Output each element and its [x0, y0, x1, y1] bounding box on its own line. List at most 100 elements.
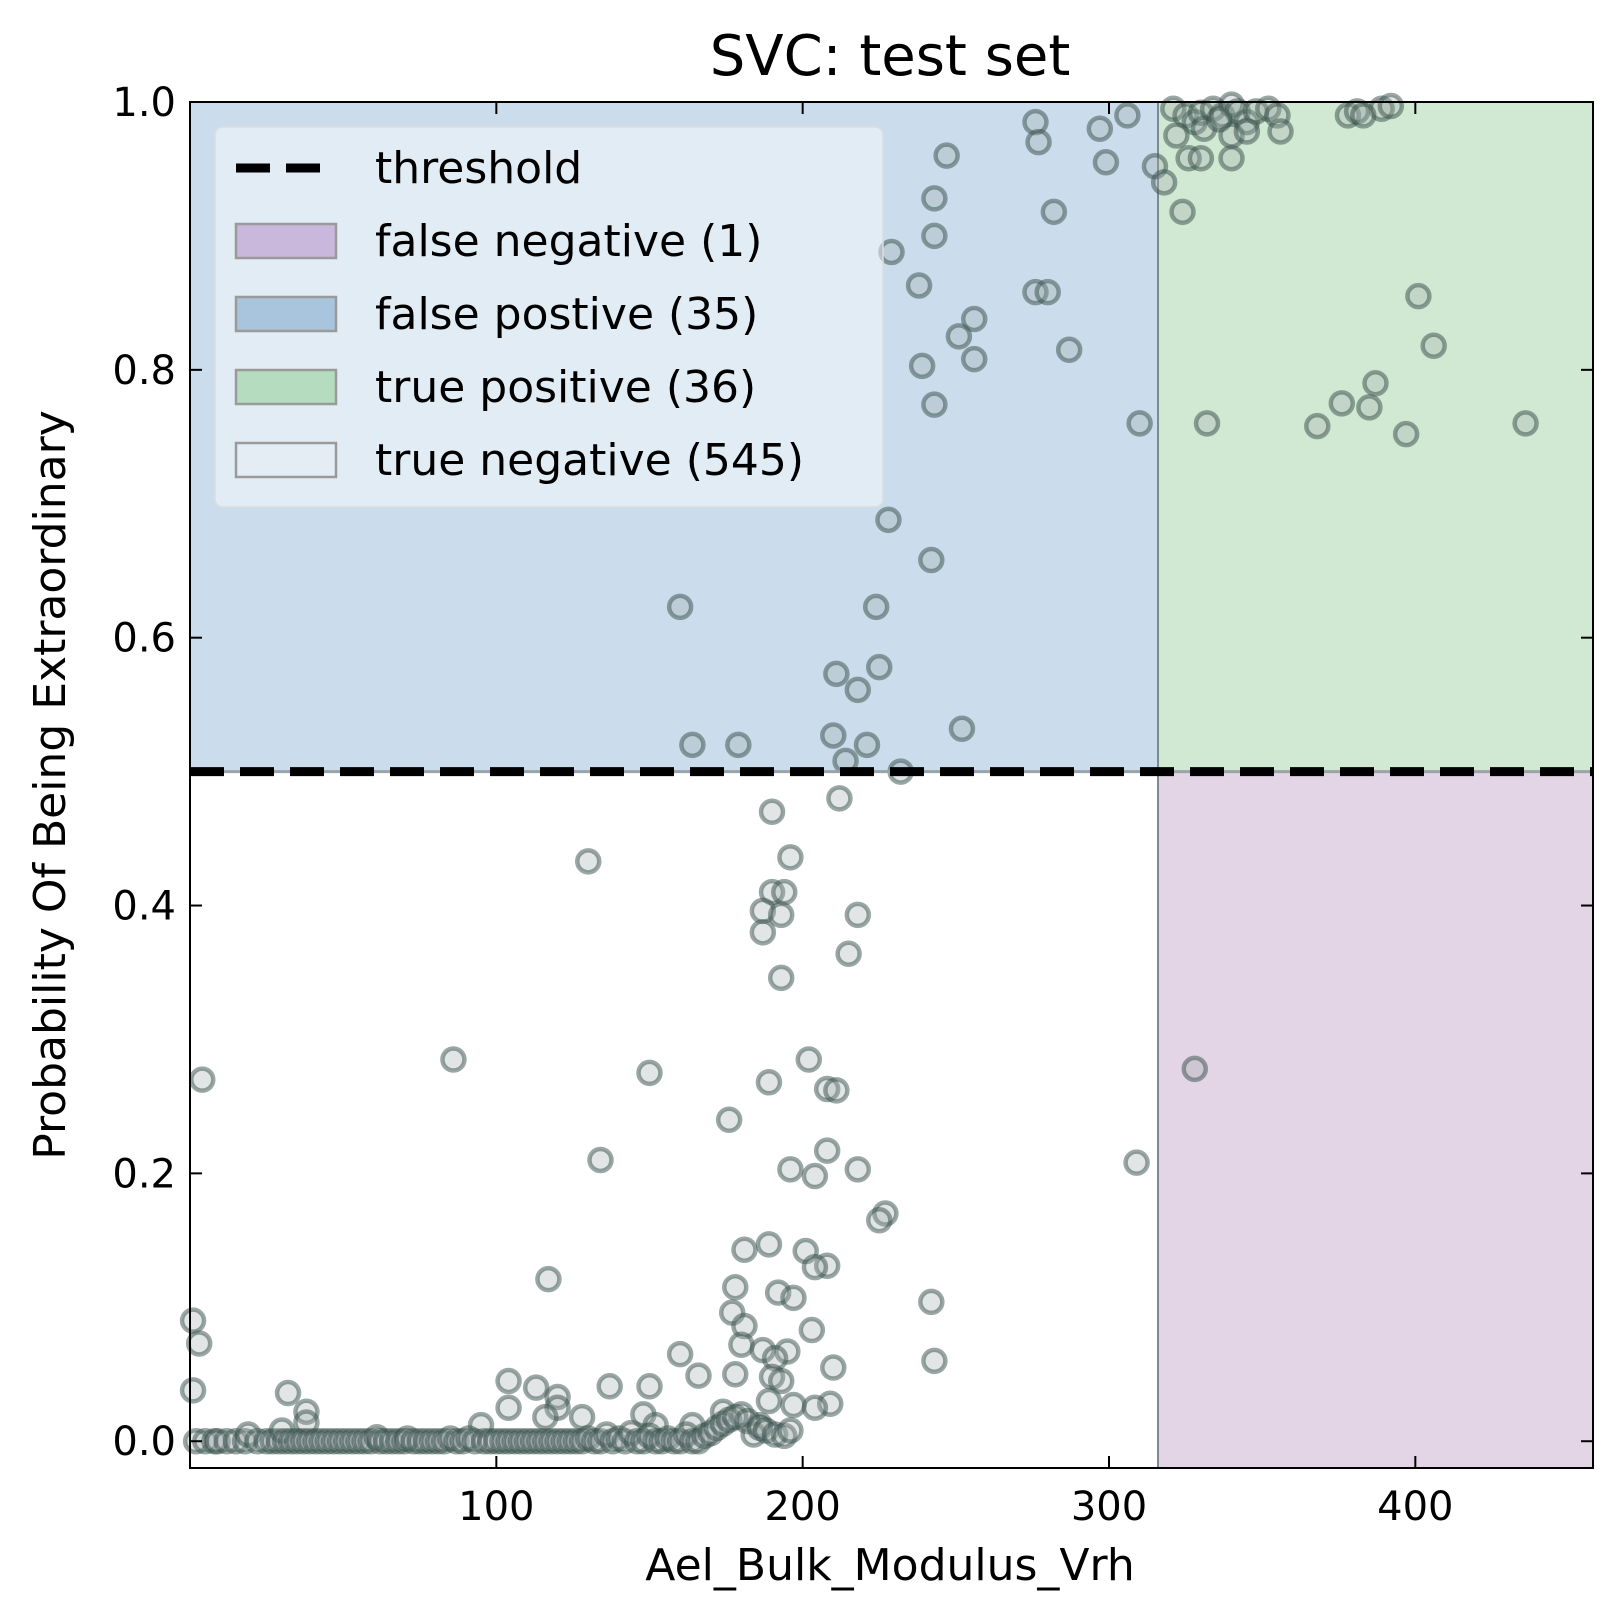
scatter-point: [844, 1156, 872, 1183]
scatter-point: [587, 1146, 614, 1174]
scatter-point: [715, 1106, 743, 1134]
scatter-point: [755, 1069, 783, 1096]
x-tick-label: 400: [1377, 1484, 1453, 1530]
legend-box: [214, 126, 884, 508]
scatter-point: [862, 593, 890, 621]
scatter-point: [1362, 369, 1389, 397]
y-tick-label: 0.4: [112, 884, 176, 930]
scatter-point: [780, 1391, 807, 1419]
scatter-point: [905, 272, 933, 299]
scatter-point: [728, 1331, 755, 1359]
scatter-point: [495, 1394, 522, 1421]
y-tick-label: 1.0: [112, 80, 176, 126]
scatter-point: [440, 1046, 467, 1073]
scatter-point: [826, 785, 853, 812]
y-axis-label: Probability Of Being Extraordinary: [25, 410, 76, 1159]
scatter-point: [1025, 128, 1052, 156]
scatter-point: [725, 731, 752, 759]
scatter-point: [731, 1312, 758, 1340]
legend-label: false postive (35): [375, 289, 758, 340]
scatter-point: [568, 1403, 596, 1431]
scatter-point: [185, 1330, 213, 1357]
region-layer: [190, 102, 1593, 1468]
scatter-point: [777, 1417, 804, 1444]
x-axis-label: Ael_Bulk_Modulus_Vrh: [645, 1540, 1134, 1591]
scatter-point: [685, 1362, 712, 1389]
scatter-point: [666, 1340, 694, 1368]
scatter-point: [801, 1162, 829, 1190]
scatter-point: [960, 305, 988, 333]
scatter-point: [865, 1206, 893, 1234]
legend-swatch: [234, 368, 338, 406]
scatter-point: [758, 798, 786, 826]
scatter-point: [767, 964, 795, 992]
scatter-point: [820, 1354, 847, 1381]
scatter-point: [1193, 410, 1221, 437]
scatter-point: [918, 1288, 945, 1316]
scatter-point: [274, 1379, 302, 1407]
scatter-point: [835, 940, 862, 967]
scatter-point: [522, 1374, 550, 1401]
scatter-point: [908, 352, 936, 380]
legend-label: true negative (545): [375, 435, 804, 486]
false-negative-region: [1158, 771, 1593, 1468]
scatter-point: [636, 1059, 663, 1087]
scatter-point: [921, 185, 948, 212]
scatter-point: [189, 1066, 216, 1093]
scatter-point: [1187, 144, 1215, 172]
scatter-point: [820, 722, 847, 749]
scatter-point: [801, 1394, 829, 1421]
true-positive-region: [1158, 102, 1593, 772]
scatter-point: [921, 222, 948, 250]
scatter-point: [755, 1387, 783, 1415]
scatter-point: [1123, 1149, 1150, 1176]
scatter-point: [749, 919, 777, 946]
scatter-point: [1114, 102, 1141, 129]
scatter-point: [771, 878, 798, 906]
scatter-point: [1055, 336, 1083, 364]
scatter-point: [933, 142, 960, 169]
scatter-point: [574, 848, 602, 875]
scatter-point: [1206, 106, 1233, 133]
scatter-point: [798, 1316, 826, 1344]
scatter-point: [1092, 149, 1120, 176]
scatter-points: [179, 91, 1539, 1455]
scatter-point: [722, 1273, 749, 1301]
scatter-point: [801, 1253, 829, 1281]
y-tick-label: 0.8: [112, 348, 176, 394]
scatter-point: [179, 1307, 207, 1334]
scatter-point: [813, 1137, 841, 1164]
scatter-point: [1233, 118, 1261, 145]
legend-swatch: [234, 295, 338, 333]
axis-ticks: 100 200 300 400 0.0 0.2 0.4 0.6 0.8 1.0: [112, 80, 1593, 1530]
scatter-point: [921, 391, 948, 418]
scatter-point: [844, 901, 872, 929]
x-tick-label: 100: [458, 1484, 534, 1530]
legend: threshold false negative (1) false postive…: [214, 126, 884, 508]
scatter-point: [596, 1373, 623, 1400]
scatter-point: [1163, 122, 1190, 149]
scatter-point: [532, 1403, 559, 1431]
legend-label: false negative (1): [375, 216, 762, 267]
scatter-point: [767, 1367, 795, 1395]
plot-frame: [189, 101, 1594, 1469]
scatter-point: [679, 731, 706, 759]
scatter-point: [722, 1361, 749, 1388]
scatter-point: [1034, 278, 1061, 306]
scatter-point: [1086, 115, 1114, 143]
scatter-point: [1304, 412, 1331, 440]
scatter-point: [1405, 282, 1432, 310]
legend-label: threshold: [375, 143, 582, 194]
scatter-point: [823, 1077, 850, 1104]
false-positive-region: [190, 102, 1159, 772]
y-tick-label: 0.2: [112, 1151, 176, 1197]
x-tick-label: 200: [764, 1484, 840, 1530]
scatter-point: [777, 844, 804, 871]
scatter-point: [1169, 198, 1196, 226]
scatter-point: [878, 238, 905, 266]
scatter-point: [777, 1156, 804, 1183]
scatter-point: [948, 715, 976, 743]
scatter-point: [853, 731, 881, 759]
scatter-point: [1356, 394, 1383, 421]
